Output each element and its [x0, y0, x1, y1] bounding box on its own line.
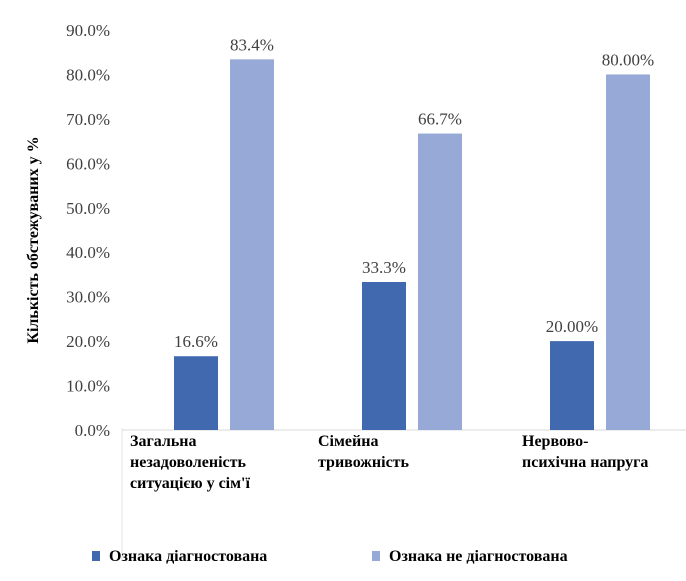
bar-data-label: 80.00%: [602, 50, 654, 69]
bar-data-label: 33.3%: [362, 258, 406, 277]
legend-swatch: [92, 551, 100, 561]
y-tick-label: 60.0%: [66, 154, 110, 173]
legend-item: Ознака діагностована: [92, 548, 267, 565]
category-label: Нервово-психічна напруга: [522, 433, 648, 471]
bar-diagnosed: [550, 341, 594, 430]
data-labels-group: 16.6% 83.4% 33.3% 66.7% 20.00% 80.00%: [174, 35, 654, 351]
bar-data-label: 16.6%: [174, 332, 218, 351]
y-tick-label: 10.0%: [66, 377, 110, 396]
bar-data-label: 20.00%: [546, 317, 598, 336]
bar-not-diagnosed: [418, 133, 462, 431]
bar-data-label: 66.7%: [418, 110, 462, 129]
y-tick-label: 30.0%: [66, 288, 110, 307]
bar-not-diagnosed: [606, 74, 650, 430]
legend-swatch: [372, 551, 380, 561]
legend-item: Ознака не діагностована: [372, 548, 568, 565]
y-tick-label: 0.0%: [75, 421, 110, 440]
category-labels-group: Загальна незадоволеність ситуацією у сім'ї…: [130, 433, 648, 492]
y-tick-label: 80.0%: [66, 65, 110, 84]
legend-label: Ознака не діагностована: [389, 548, 568, 565]
bar-diagnosed: [362, 282, 406, 430]
y-axis-ticks: 0.0% 10.0% 20.0% 30.0% 40.0% 50.0% 60.0% 70.0% 8…: [66, 21, 110, 440]
bar-not-diagnosed: [230, 59, 274, 430]
y-tick-label: 50.0%: [66, 199, 110, 218]
bars-group: [174, 59, 650, 431]
y-tick-label: 70.0%: [66, 110, 110, 129]
bar-diagnosed: [174, 356, 218, 430]
y-axis-title: Кількість обстежуваних у %: [25, 136, 42, 343]
category-label: Загальна незадоволеність ситуацією у сім'ї: [130, 433, 250, 492]
y-tick-label: 20.0%: [66, 332, 110, 351]
y-tick-label: 90.0%: [66, 21, 110, 40]
category-label: Сімейна тривожність: [318, 433, 410, 471]
bar-data-label: 83.4%: [230, 35, 274, 54]
legend: Ознака діагностована Ознака не діагностов…: [92, 548, 568, 565]
y-tick-label: 40.0%: [66, 243, 110, 262]
legend-label: Ознака діагностована: [109, 548, 267, 565]
